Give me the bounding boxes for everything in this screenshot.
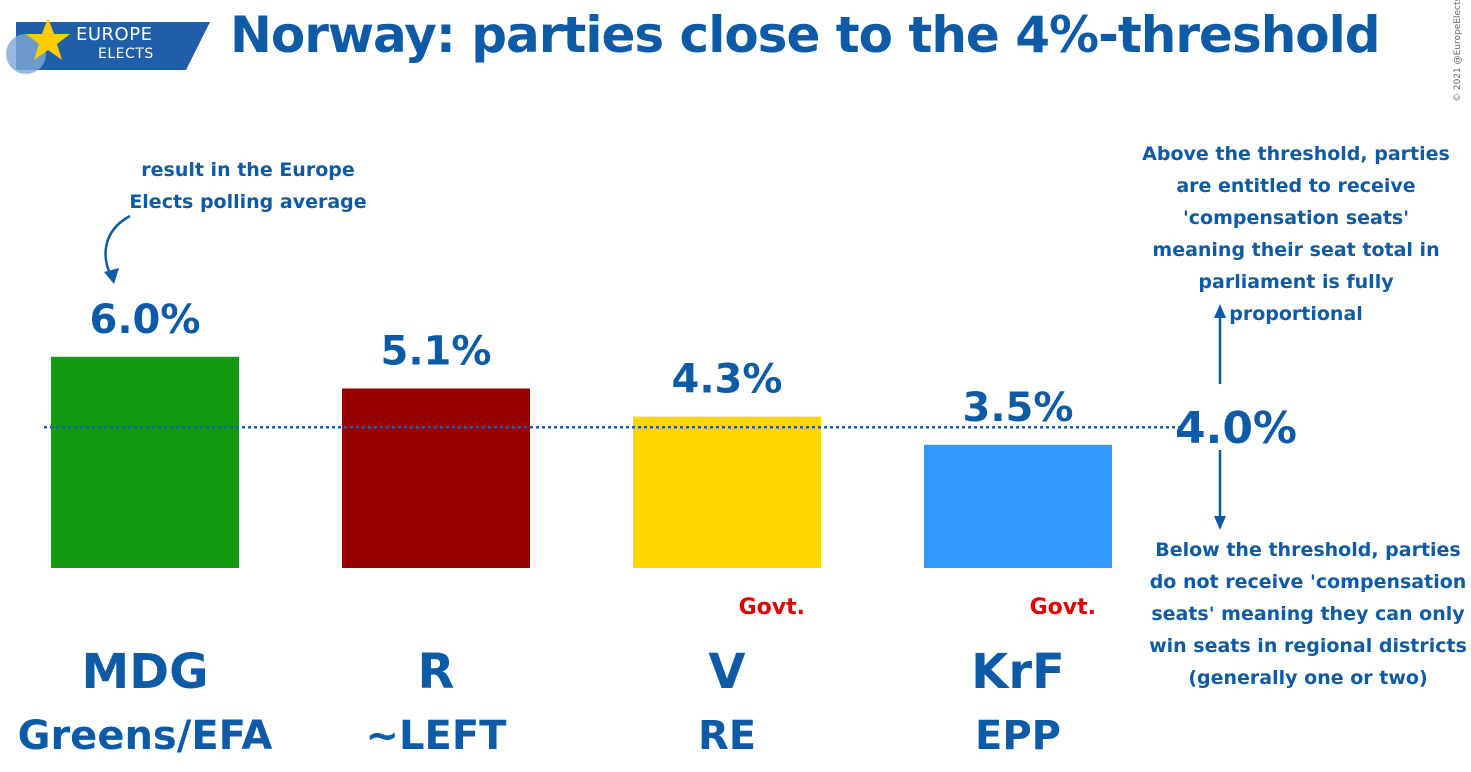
party-group: RE bbox=[698, 713, 756, 759]
value-label: 4.3% bbox=[672, 357, 783, 403]
polling-average-note: result in the Europe Elects polling aver… bbox=[129, 159, 367, 213]
bar-v bbox=[633, 416, 821, 568]
value-label: 6.0% bbox=[90, 297, 201, 343]
above-threshold-note: Above the threshold, parties are entitle… bbox=[1142, 143, 1450, 325]
bar-r bbox=[342, 388, 530, 568]
govt-label: Govt. bbox=[1030, 595, 1096, 620]
party-group: EPP bbox=[975, 713, 1061, 759]
party-abbreviation: R bbox=[418, 644, 455, 700]
value-label: 5.1% bbox=[381, 328, 492, 374]
logo-text-europe: EUROPE bbox=[76, 24, 153, 45]
arrowhead-icon bbox=[104, 268, 119, 284]
bar-mdg bbox=[51, 356, 239, 568]
arrow-down-head-icon bbox=[1214, 516, 1226, 530]
party-abbreviation: V bbox=[708, 644, 745, 700]
arrow-up-head-icon bbox=[1214, 304, 1226, 318]
party-abbreviation: KrF bbox=[971, 644, 1065, 700]
govt-label: Govt. bbox=[739, 595, 805, 620]
below-threshold-note: Below the threshold, parties do not rece… bbox=[1149, 539, 1467, 689]
europe-elects-logo bbox=[6, 18, 210, 74]
party-abbreviation: MDG bbox=[81, 644, 208, 700]
value-label: 3.5% bbox=[963, 385, 1074, 431]
star-icon bbox=[26, 18, 70, 60]
threshold-label: 4.0% bbox=[1175, 403, 1297, 454]
party-group: ~LEFT bbox=[366, 713, 508, 759]
page-title: Norway: parties close to the 4%-threshol… bbox=[230, 6, 1381, 64]
party-group: Greens/EFA bbox=[18, 713, 273, 759]
bar-krf bbox=[924, 444, 1112, 568]
logo-text-elects: ELECTS bbox=[98, 46, 154, 62]
